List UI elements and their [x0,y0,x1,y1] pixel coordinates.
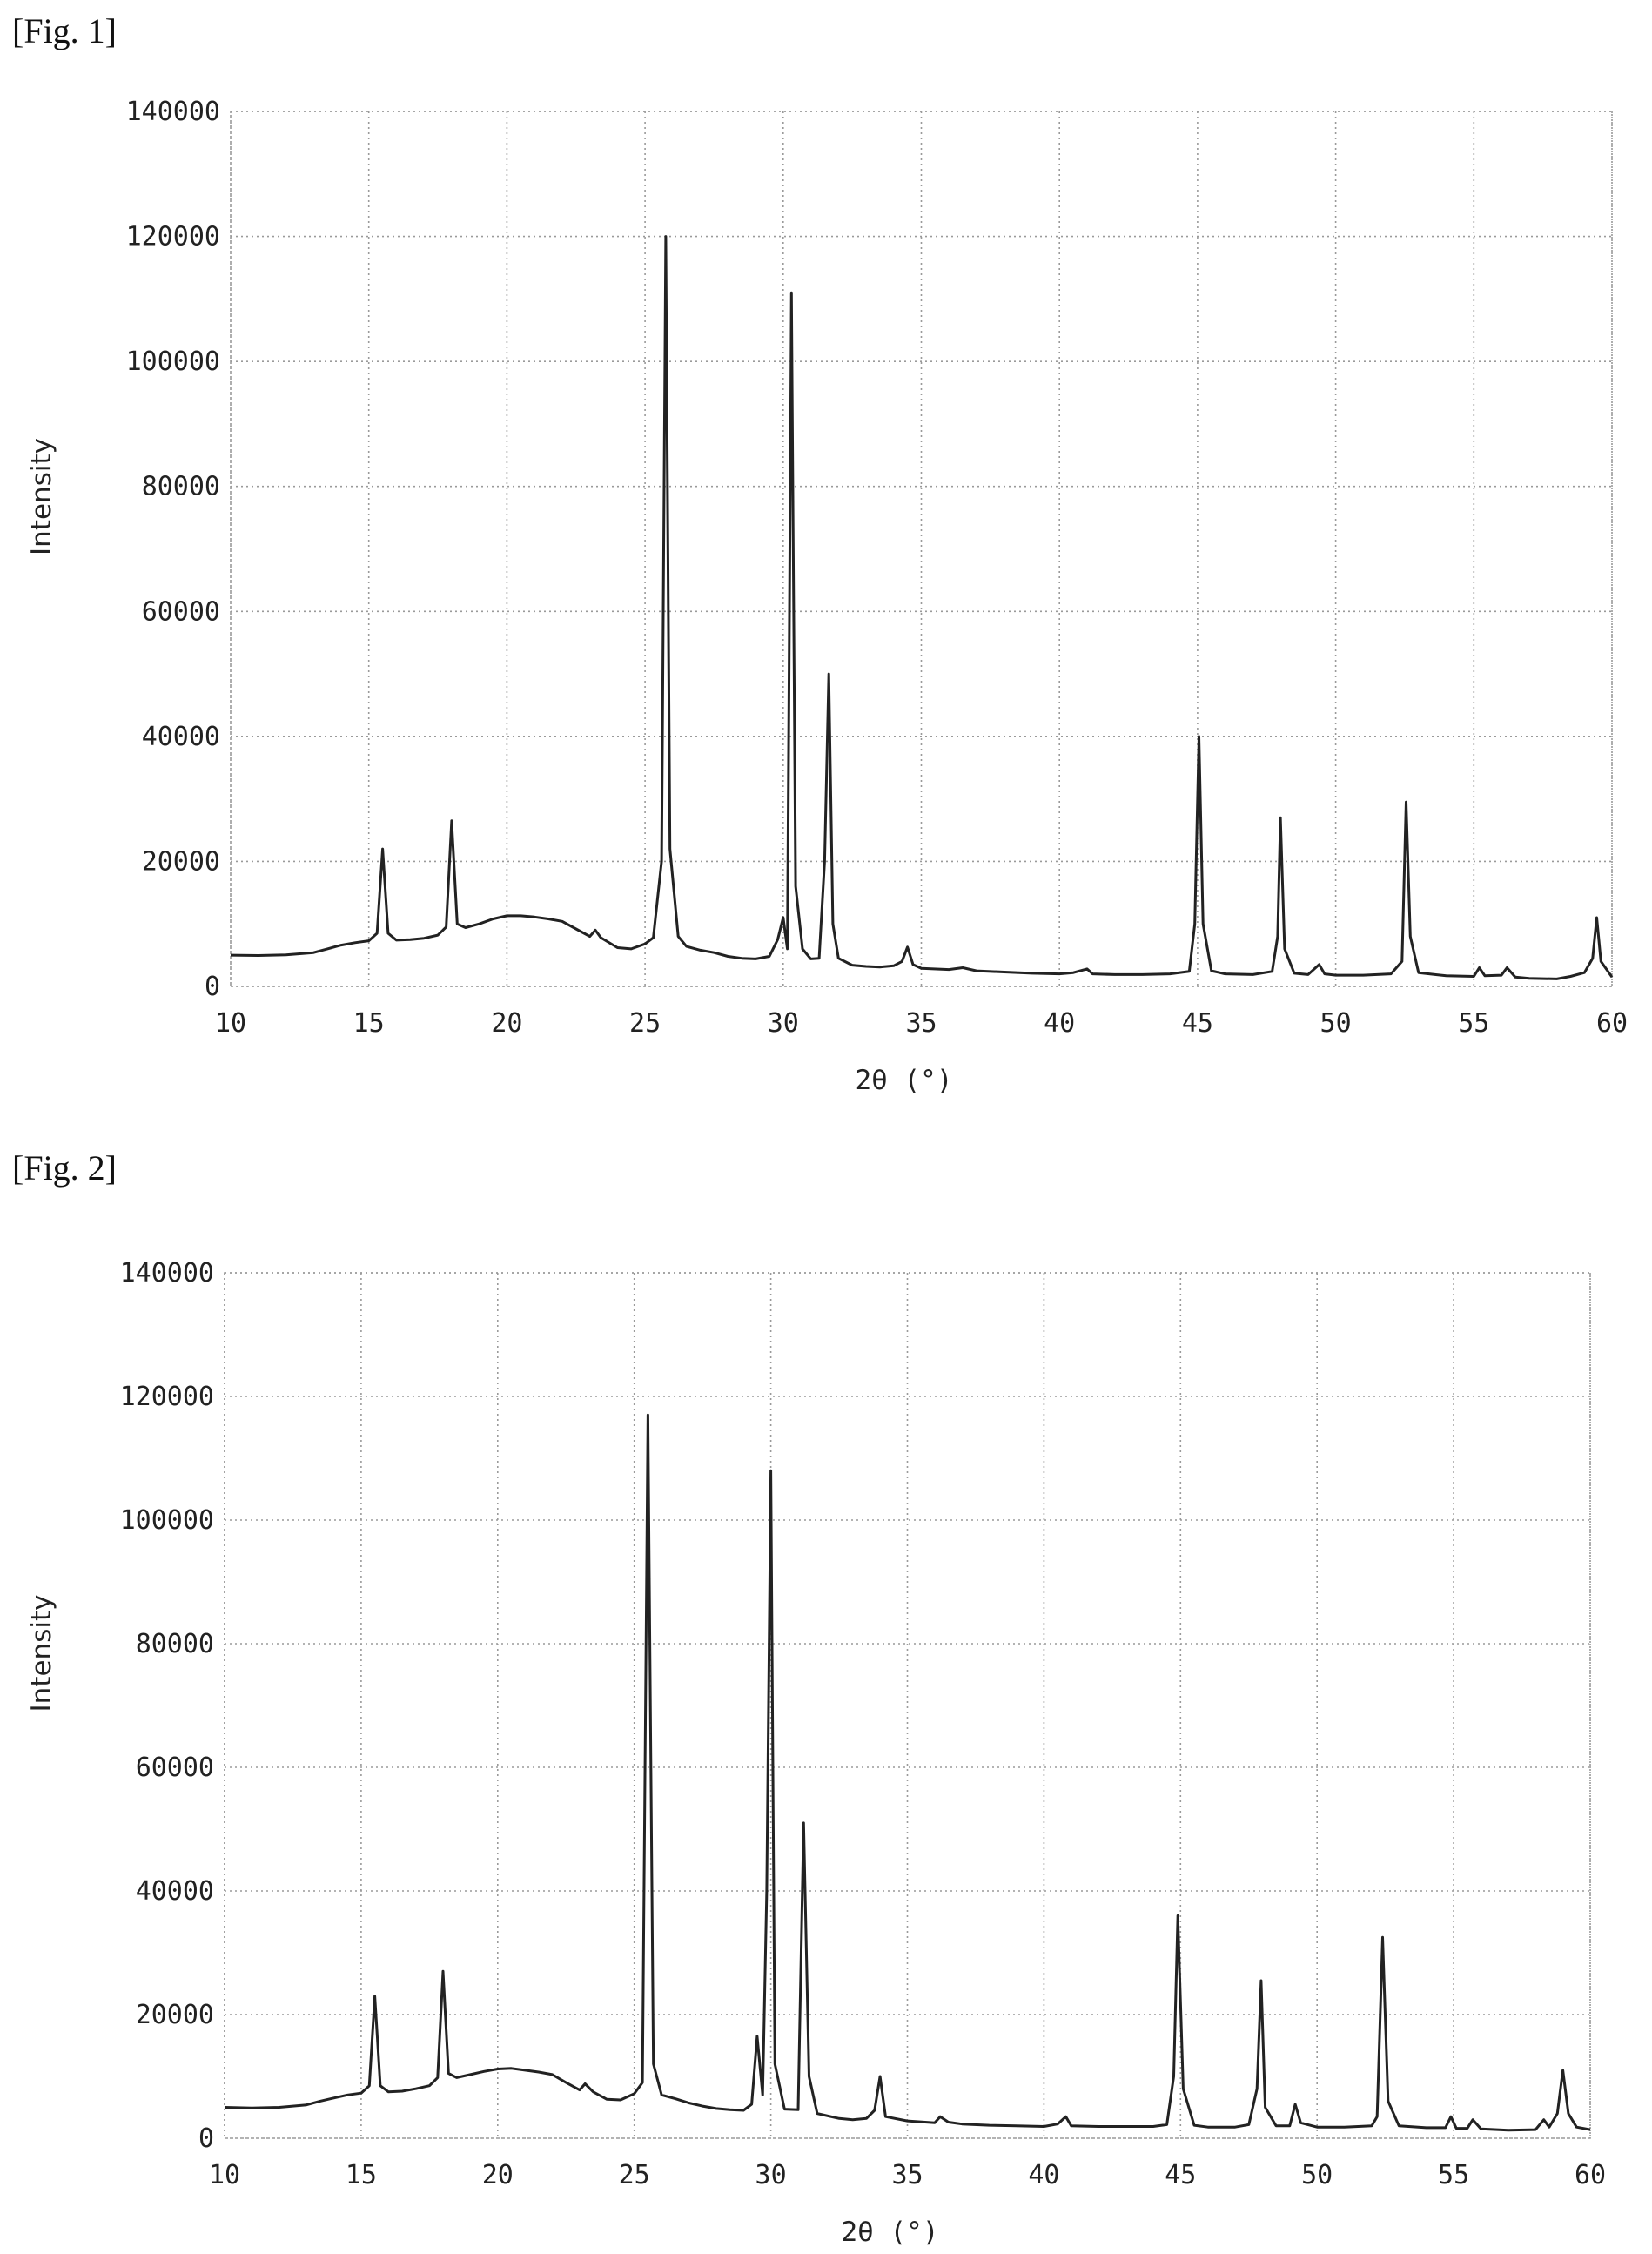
y-axis-title: Intensity [26,438,57,555]
x-tick-label: 55 [1438,2160,1469,2190]
x-tick-label: 10 [215,1008,246,1039]
x-tick-label: 15 [353,1008,385,1039]
x-tick-label: 10 [209,2160,240,2190]
x-tick-label: 20 [491,1008,522,1039]
y-tick-label: 60000 [136,1753,214,1783]
y-axis-title: Intensity [26,1595,57,1712]
x-tick-label: 15 [346,2160,377,2190]
y-tick-label: 140000 [126,97,220,127]
y-tick-label: 80000 [136,1629,214,1659]
x-tick-label: 60 [1596,1008,1628,1039]
x-tick-label: 30 [755,2160,787,2190]
y-tick-label: 80000 [142,472,220,502]
x-tick-label: 40 [1028,2160,1059,2190]
x-tick-label: 25 [619,2160,650,2190]
y-tick-label: 60000 [142,596,220,627]
xrd-pattern-line [224,1413,1591,2132]
x-tick-label: 60 [1575,2160,1606,2190]
y-tick-label: 40000 [136,1876,214,1907]
x-tick-label: 35 [891,2160,923,2190]
x-tick-label: 20 [482,2160,514,2190]
y-tick-label: 40000 [142,722,220,752]
xrd-pattern-line [230,235,1614,980]
y-tick-label: 100000 [120,1505,214,1536]
y-tick-label: 20000 [142,846,220,877]
y-tick-label: 0 [205,972,220,1002]
x-tick-label: 30 [768,1008,799,1039]
xrd-chart-1: 10 15 20 25 30 35 40 45 50 55 60 0 20000 40000 60000 80… [26,97,1628,1096]
x-tick-label: 45 [1165,2160,1196,2190]
plot-frame [230,111,1613,987]
figure-2-label: [Fig. 2] [12,1148,117,1188]
y-tick-label: 0 [198,2123,214,2154]
x-axis-title: 2θ (°) [856,1065,953,1096]
x-tick-label: 55 [1458,1008,1489,1039]
y-tick-label: 20000 [136,2000,214,2030]
y-tick-label: 140000 [120,1258,214,1288]
x-tick-label: 50 [1320,1008,1352,1039]
x-tick-label: 25 [629,1008,661,1039]
x-axis-title: 2θ (°) [842,2217,939,2248]
y-tick-label: 120000 [126,222,220,252]
x-tick-label: 40 [1044,1008,1075,1039]
plot-frame [224,1272,1591,2139]
x-tick-label: 35 [905,1008,937,1039]
x-tick-label: 50 [1301,2160,1333,2190]
x-tick-label: 45 [1182,1008,1213,1039]
xrd-chart-2: 10 15 20 25 30 35 40 45 50 55 60 0 20000 40000 60000 80… [26,1258,1606,2248]
y-tick-label: 100000 [126,347,220,377]
grid [230,111,1613,987]
y-tick-label: 120000 [120,1382,214,1412]
figure-1-label: [Fig. 1] [12,11,117,50]
